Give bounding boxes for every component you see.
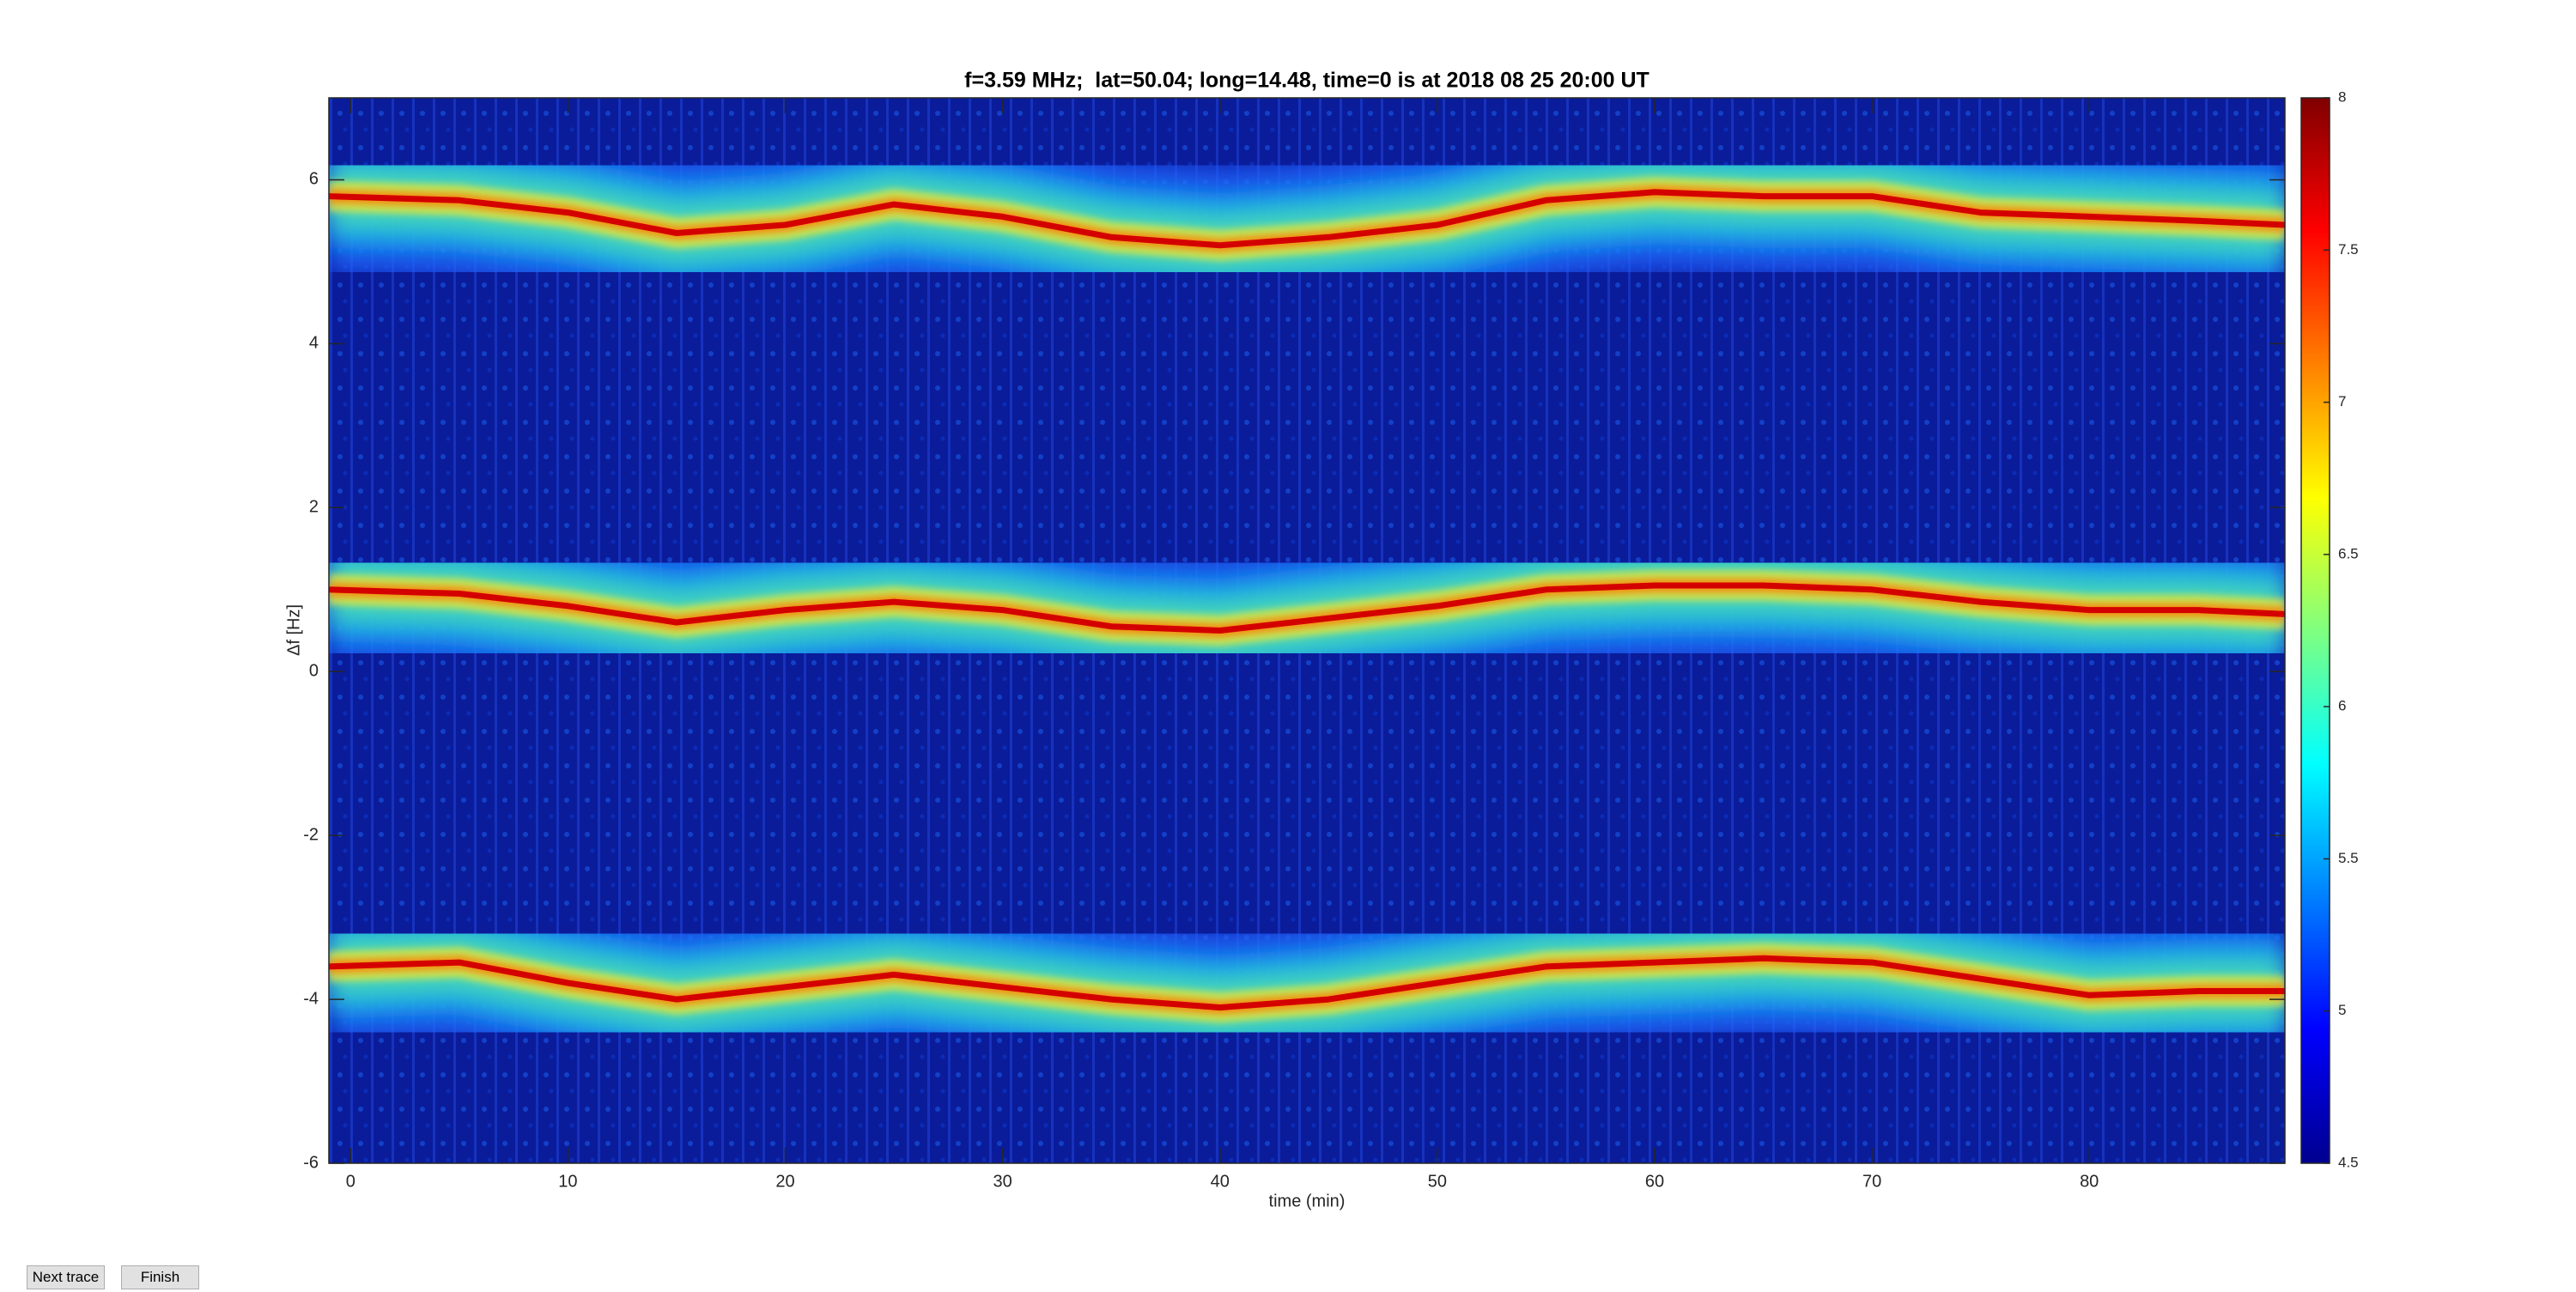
x-tick-label: 30 [993,1172,1012,1191]
axes-box [328,97,2286,1164]
next-trace-button[interactable]: Next trace [27,1265,105,1289]
figure: f=3.59 MHz; lat=50.04; long=14.48, time=… [284,69,2359,1211]
x-tick-label: 50 [1428,1172,1447,1191]
x-tick-label: 80 [2080,1172,2099,1191]
colorbar-tick-label: 6 [2338,698,2346,714]
y-tick-label: -4 [303,989,319,1008]
finish-button[interactable]: Finish [121,1265,199,1289]
x-tick-label: 70 [1862,1172,1881,1191]
colorbar-tick-label: 5 [2338,1002,2346,1018]
y-tick-label: 4 [309,334,319,353]
traces [329,110,2285,1089]
x-tick-label: 60 [1645,1172,1664,1191]
x-tick-label: 40 [1211,1172,1230,1191]
colorbar-tick-label: 7.5 [2338,241,2359,258]
y-tick-label: 2 [309,498,319,517]
y-tick-label: -2 [303,825,319,844]
y-tick-label: 6 [309,170,319,189]
trace-line [329,582,2285,634]
colorbar-tick-label: 5.5 [2338,850,2359,866]
x-tick-label: 20 [775,1172,794,1191]
y-tick-label: 0 [309,662,319,681]
colorbar [2300,97,2330,1164]
y-axis-label: Δf [Hz] [284,604,303,656]
y-tick-label: -6 [303,1153,319,1172]
trace-line [329,189,2285,249]
x-axis-label: time (min) [1269,1192,1346,1210]
chart-title: f=3.59 MHz; lat=50.04; long=14.48, time=… [964,69,1649,93]
colorbar-tick-label: 6.5 [2338,545,2359,561]
colorbar-tick-label: 7 [2338,393,2346,409]
trace-line [329,955,2285,1011]
x-tick-label: 10 [558,1172,577,1191]
colorbar-tick-label: 8 [2338,88,2346,105]
x-tick-label: 0 [346,1172,355,1191]
colorbar-tick-label: 4.5 [2338,1154,2359,1170]
